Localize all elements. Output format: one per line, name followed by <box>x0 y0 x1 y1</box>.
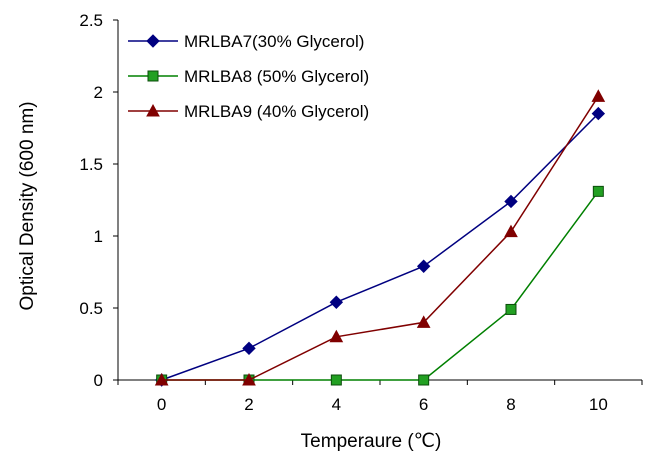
series-2 <box>156 185 604 386</box>
ticks: 0 0.5 1 1.5 2 2.5 0 2 4 6 8 10 <box>79 11 643 414</box>
series-line <box>161 95 599 381</box>
x-tick-label: 6 <box>419 395 428 414</box>
x-tick-label: 2 <box>244 395 253 414</box>
legend-item: MRLBA8 (50% Glycerol) <box>128 67 369 86</box>
series-1 <box>154 106 606 387</box>
data-point <box>154 372 169 386</box>
series-3 <box>154 89 606 386</box>
data-point <box>416 315 431 328</box>
legend-label: MRLBA9 (40% Glycerol) <box>184 102 369 121</box>
data-point <box>505 303 517 315</box>
legend-label: MRLBA7(30% Glycerol) <box>184 32 364 51</box>
x-axis-title: Temperaure (℃) <box>301 431 442 452</box>
data-point <box>591 106 606 121</box>
data-point <box>242 341 256 356</box>
data-point <box>242 372 256 386</box>
legend-marker <box>146 34 160 48</box>
data-point <box>330 374 342 386</box>
legend: MRLBA7(30% Glycerol) MRLBA8 (50% Glycerol… <box>128 32 369 121</box>
legend-marker <box>147 70 159 82</box>
y-tick-label: 2.5 <box>79 11 103 30</box>
y-axis-title: Optical Density (600 nm) <box>17 101 38 310</box>
data-point <box>504 194 518 209</box>
y-tick-label: 0.5 <box>79 299 103 318</box>
x-tick-label: 8 <box>506 395 515 414</box>
legend-item: MRLBA7(30% Glycerol) <box>128 32 364 51</box>
series-line <box>161 190 599 381</box>
y-tick-label: 2 <box>94 83 103 102</box>
data-point <box>329 329 344 343</box>
x-tick-label: 10 <box>589 395 608 414</box>
data-point <box>418 374 430 386</box>
x-tick-label: 4 <box>332 395 341 414</box>
legend-item: MRLBA9 (40% Glycerol) <box>128 102 369 121</box>
data-point <box>416 259 431 273</box>
y-tick-label: 1 <box>94 227 103 246</box>
legend-marker <box>146 103 160 117</box>
data-point <box>591 89 606 102</box>
y-tick-label: 1.5 <box>79 155 103 174</box>
data-point <box>592 185 604 197</box>
data-point <box>504 224 518 238</box>
legend-label: MRLBA8 (50% Glycerol) <box>184 67 369 86</box>
series-line <box>161 113 599 381</box>
data-point <box>329 295 344 309</box>
y-tick-label: 0 <box>94 371 103 390</box>
series-layer <box>154 89 606 387</box>
x-tick-label: 0 <box>157 395 166 414</box>
